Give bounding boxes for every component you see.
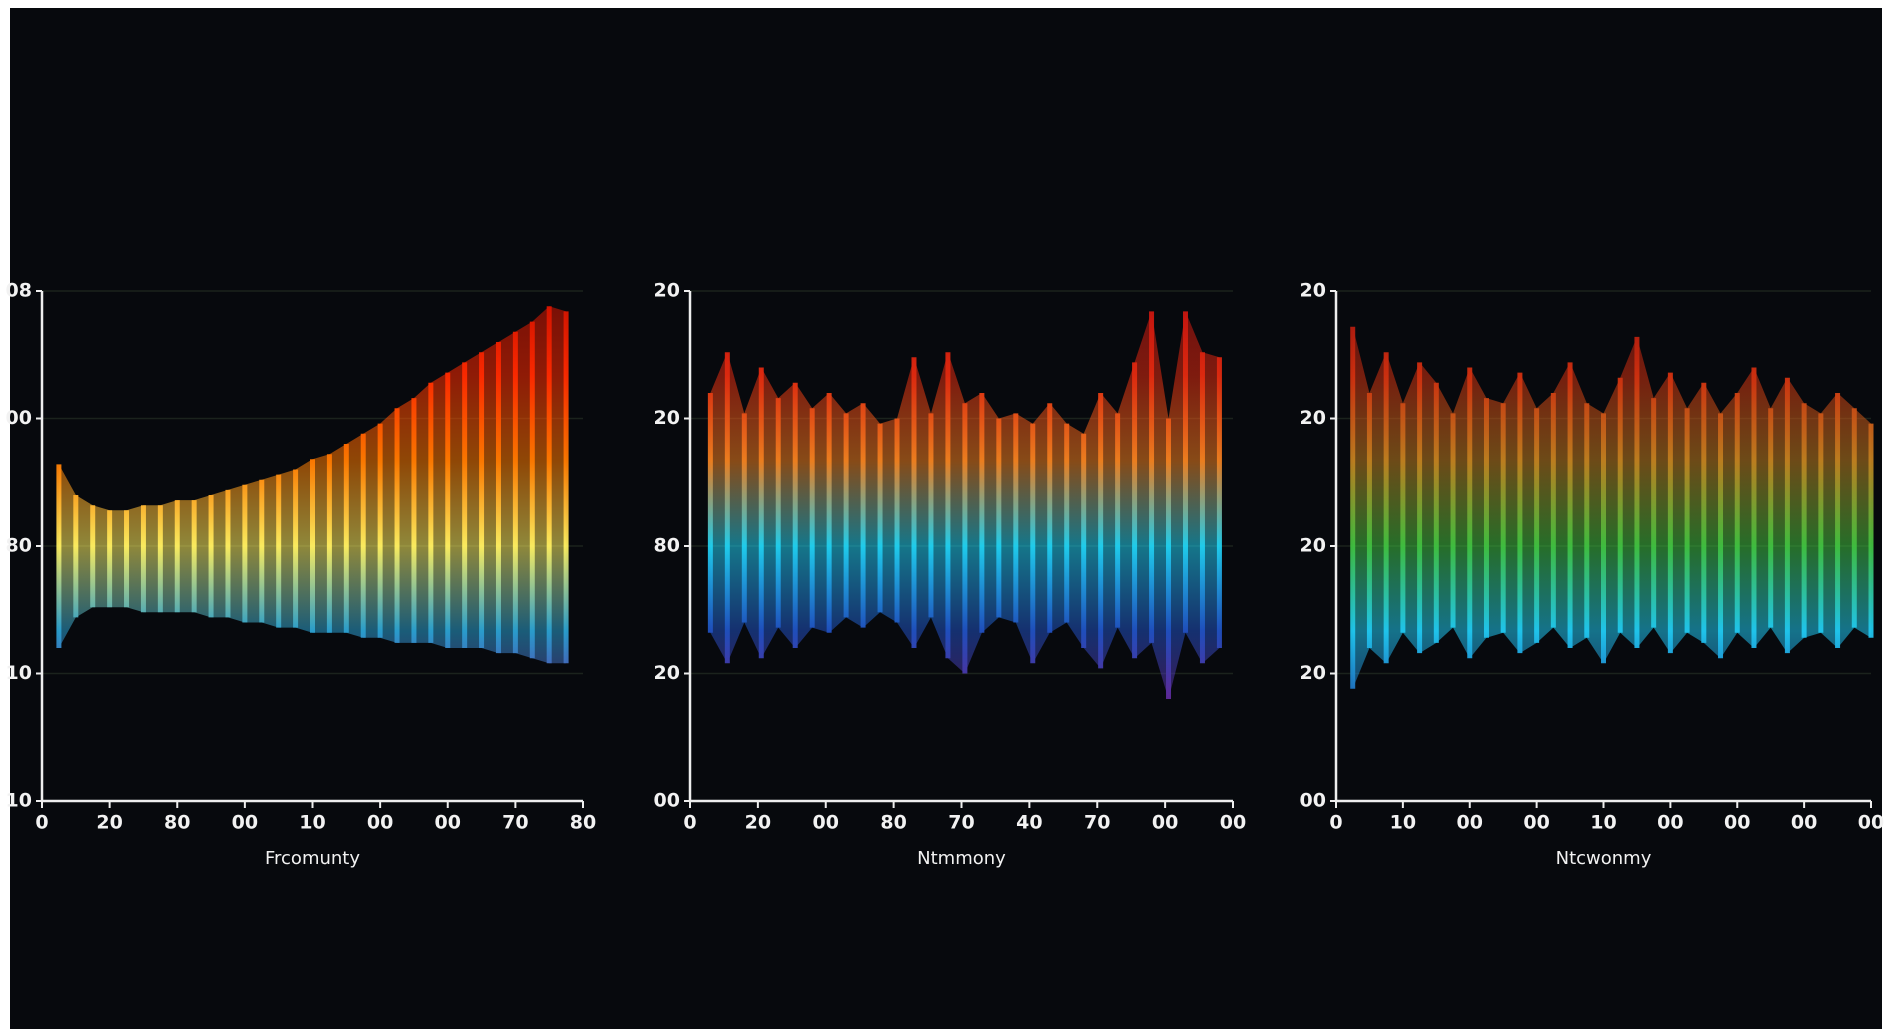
x-tick-label: 00	[1858, 812, 1884, 834]
x-tick-label: 10	[1590, 812, 1616, 834]
x-tick-label: 0	[1329, 812, 1342, 834]
y-tick-label: 80	[654, 535, 680, 557]
y-tick-label: 20	[1300, 280, 1326, 302]
wave-area	[1352, 326, 1871, 689]
x-tick-label: 00	[435, 812, 461, 834]
x-axis-label: Ntcwonmy	[1556, 848, 1652, 869]
x-tick-label: 80	[164, 812, 190, 834]
y-tick-label: 20	[1300, 407, 1326, 429]
x-tick-label: 10	[299, 812, 325, 834]
x-tick-label: 80	[880, 812, 906, 834]
y-tick-label: 08	[6, 280, 32, 302]
y-tick-label: 20	[654, 407, 680, 429]
x-tick-label: 00	[1457, 812, 1483, 834]
y-tick-label: 00	[1300, 790, 1326, 812]
x-tick-label: 00	[1152, 812, 1178, 834]
y-tick-label: 80	[6, 535, 32, 557]
x-tick-label: 00	[1220, 812, 1246, 834]
x-tick-label: 00	[1657, 812, 1683, 834]
x-tick-label: 20	[745, 812, 771, 834]
x-tick-label: 0	[35, 812, 48, 834]
x-tick-label: 70	[502, 812, 528, 834]
y-tick-label: 20	[1300, 535, 1326, 557]
y-tick-label: 20	[1300, 662, 1326, 684]
x-tick-label: 0	[683, 812, 696, 834]
y-tick-label: 00	[6, 407, 32, 429]
x-tick-label: 70	[1084, 812, 1110, 834]
x-tick-label: 00	[232, 812, 258, 834]
x-axis-label: Frcomunty	[265, 848, 360, 869]
x-tick-label: 00	[367, 812, 393, 834]
x-tick-label: 80	[570, 812, 596, 834]
x-tick-label: 10	[1390, 812, 1416, 834]
y-tick-label: 20	[654, 280, 680, 302]
y-tick-label: 20	[654, 662, 680, 684]
y-tick-label: 10	[6, 790, 32, 812]
x-tick-label: 00	[813, 812, 839, 834]
x-tick-label: 00	[1724, 812, 1750, 834]
x-tick-label: 20	[96, 812, 122, 834]
x-tick-label: 40	[1016, 812, 1042, 834]
y-tick-label: 00	[654, 790, 680, 812]
x-tick-label: 00	[1791, 812, 1817, 834]
x-axis-label: Ntmmony	[917, 848, 1006, 869]
y-tick-label: 10	[6, 662, 32, 684]
x-tick-label: 70	[948, 812, 974, 834]
x-tick-label: 00	[1523, 812, 1549, 834]
